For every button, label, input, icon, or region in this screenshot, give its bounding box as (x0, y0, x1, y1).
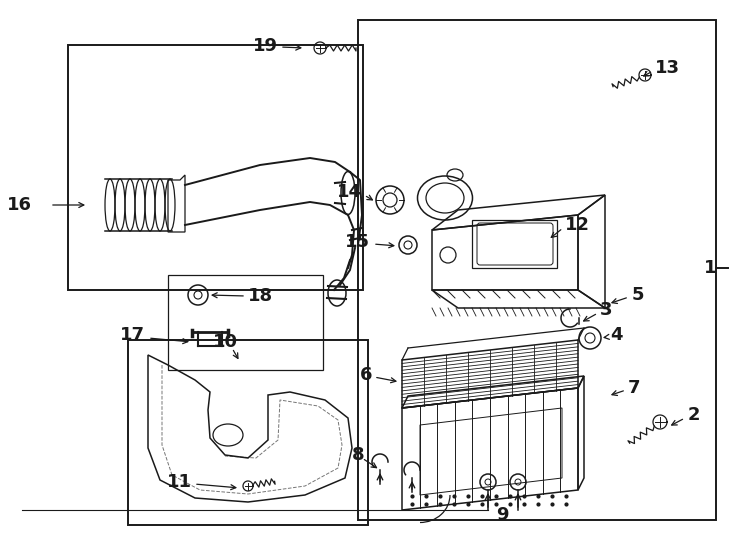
Text: 6: 6 (360, 366, 372, 384)
Text: 10: 10 (213, 333, 238, 351)
Bar (128, 340, 368, 525)
Text: 18: 18 (248, 287, 273, 305)
Bar (68, 45, 363, 290)
Text: 2: 2 (688, 406, 700, 424)
Text: 16: 16 (7, 196, 32, 214)
Text: 11: 11 (167, 473, 192, 491)
Text: 3: 3 (600, 301, 612, 319)
Text: 12: 12 (565, 216, 590, 234)
Text: 9: 9 (495, 506, 508, 524)
Bar (168, 275, 323, 370)
Text: 14: 14 (337, 183, 362, 201)
Text: 15: 15 (345, 233, 370, 251)
Bar (472, 220, 557, 268)
Text: 4: 4 (610, 326, 622, 344)
Text: 1: 1 (704, 259, 716, 277)
Text: 19: 19 (253, 37, 278, 55)
Bar (358, 20, 716, 520)
Text: 13: 13 (655, 59, 680, 77)
Text: 17: 17 (120, 326, 145, 344)
Text: 8: 8 (352, 446, 364, 464)
Text: 7: 7 (628, 379, 641, 397)
Text: 5: 5 (632, 286, 644, 304)
